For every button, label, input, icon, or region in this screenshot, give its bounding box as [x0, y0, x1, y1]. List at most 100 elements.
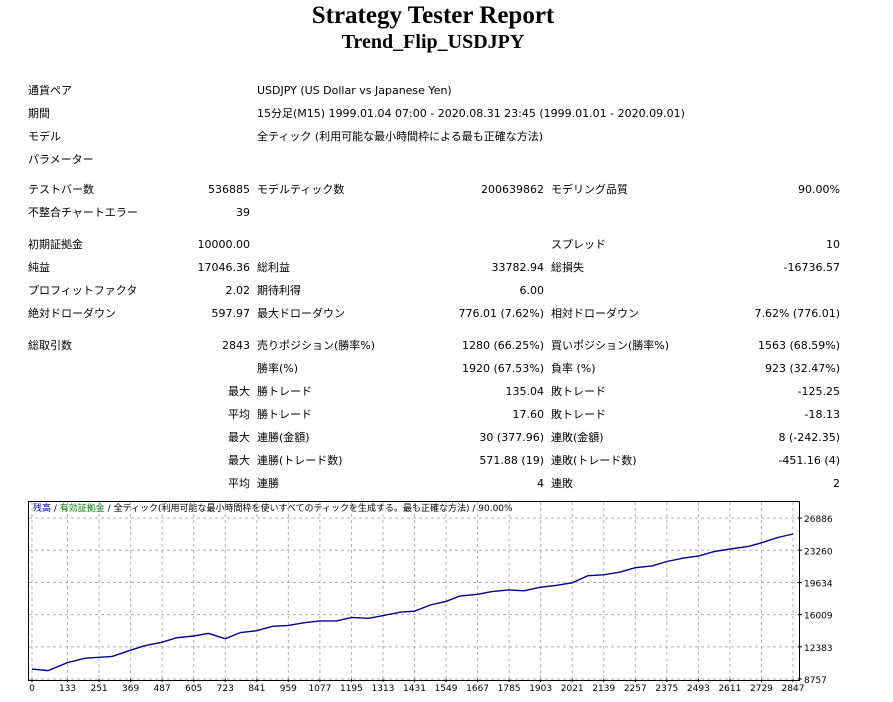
gross-loss-value: -16736.57 [783, 261, 840, 274]
x-tick-label: 1549 [435, 684, 458, 694]
profit-factor-label: プロフィットファクタ [28, 284, 138, 297]
total-trades-value: 2843 [222, 339, 250, 352]
bars-label: テストバー数 [28, 183, 94, 196]
short-positions-value: 1280 (66.25%) [461, 339, 544, 352]
x-tick-label: 2847 [782, 684, 805, 694]
y-tick-label: 19634 [804, 579, 833, 589]
quality-label: モデリング品質 [551, 183, 628, 196]
chart-legend: 残高 / 有効証拠金 / 全ティック(利用可能な最小時間枠を使いすべてのティック… [33, 503, 513, 515]
errors-value: 39 [236, 206, 250, 219]
detail-label: 敗トレード [551, 408, 606, 421]
rel-drawdown-value: 7.62% (776.01) [754, 307, 840, 320]
x-tick-label: 2493 [687, 684, 710, 694]
legend-separator: / [51, 504, 60, 514]
x-tick-label: 2375 [655, 684, 678, 694]
report-subtitle: Trend_Flip_USDJPY [341, 31, 525, 53]
errors-label: 不整合チャートエラー [28, 206, 138, 219]
loss-rate-label: 負率 (%) [551, 362, 596, 375]
spread-label: スプレッド [551, 238, 606, 251]
detail-prefix: 平均 [228, 477, 250, 490]
detail-label: 連敗 [551, 477, 573, 490]
x-tick-label: 2257 [624, 684, 647, 694]
detail-label: 連勝(金額) [257, 431, 310, 444]
legend-separator: / [104, 504, 114, 514]
win-rate-value: 1920 (67.53%) [461, 362, 544, 375]
detail-label: 連勝 [257, 477, 279, 490]
abs-drawdown-label: 絶対ドローダウン [28, 307, 116, 320]
detail-value: 4 [537, 477, 544, 490]
detail-prefix: 平均 [228, 408, 250, 421]
gross-loss-label: 総損失 [551, 261, 584, 274]
detail-value: 17.60 [512, 408, 545, 421]
model-label: モデル [28, 130, 61, 143]
detail-value: -125.25 [797, 385, 840, 398]
y-tick-label: 23260 [804, 547, 833, 557]
x-tick-label: 1667 [466, 684, 489, 694]
currency-pair-label: 通貨ペア [28, 84, 72, 97]
report-title: Strategy Tester Report [311, 2, 555, 29]
x-tick-label: 2729 [750, 684, 773, 694]
parameters-label: パラメーター [28, 153, 94, 166]
detail-prefix: 最大 [228, 454, 250, 467]
win-rate-label: 勝率(%) [257, 362, 299, 375]
detail-value: 2 [833, 477, 840, 490]
short-positions-label: 売りポジション(勝率%) [257, 339, 376, 352]
long-positions-value: 1563 (68.59%) [757, 339, 840, 352]
x-tick-label: 723 [217, 684, 234, 694]
detail-value: 571.88 (19) [479, 454, 544, 467]
x-tick-label: 1903 [529, 684, 552, 694]
long-positions-label: 買いポジション(勝率%) [551, 339, 670, 352]
x-tick-label: 1077 [308, 684, 331, 694]
x-tick-label: 1313 [372, 684, 395, 694]
spread-value: 10 [826, 238, 840, 251]
legend-balance: 残高 [33, 504, 52, 514]
y-tick-label: 16009 [804, 612, 833, 622]
profit-factor-value: 2.02 [225, 284, 251, 297]
x-tick-label: 959 [280, 684, 297, 694]
x-tick-label: 487 [154, 684, 171, 694]
balance-line [31, 533, 794, 672]
period-value: 15分足(M15) 1999.01.04 07:00 - 2020.08.31 … [257, 107, 685, 120]
expected-payoff-value: 6.00 [519, 284, 545, 297]
x-tick-label: 369 [122, 684, 139, 694]
x-tick-label: 251 [90, 684, 107, 694]
detail-value: -18.13 [804, 408, 840, 421]
detail-value: 8 (-242.35) [778, 431, 840, 444]
detail-label: 敗トレード [551, 385, 606, 398]
x-tick-label: 1195 [340, 684, 363, 694]
ticks-label: モデルティック数 [257, 183, 345, 196]
detail-prefix: 最大 [228, 385, 250, 398]
x-tick-label: 0 [29, 684, 35, 694]
detail-label: 勝トレード [257, 385, 312, 398]
x-tick-label: 1431 [403, 684, 426, 694]
deposit-value: 10000.00 [197, 238, 251, 251]
abs-drawdown-value: 597.97 [211, 307, 251, 320]
deposit-label: 初期証拠金 [28, 238, 83, 251]
detail-value: 30 (377.96) [479, 431, 544, 444]
y-tick-label: 26886 [804, 515, 833, 525]
max-drawdown-label: 最大ドローダウン [257, 307, 345, 320]
detail-value: 135.04 [505, 385, 545, 398]
x-tick-label: 2139 [592, 684, 615, 694]
net-profit-label: 純益 [28, 261, 50, 274]
x-tick-label: 841 [248, 684, 265, 694]
x-tick-label: 2611 [718, 684, 741, 694]
bars-value: 536885 [208, 183, 250, 196]
x-tick-label: 133 [59, 684, 76, 694]
balance-chart: 残高 / 有効証拠金 / 全ティック(利用可能な最小時間枠を使いすべてのティック… [28, 501, 800, 681]
quality-value: 90.00% [798, 183, 840, 196]
detail-label: 連勝(トレード数) [257, 454, 343, 467]
net-profit-value: 17046.36 [197, 261, 251, 274]
gross-profit-label: 総利益 [257, 261, 290, 274]
y-tick-label: 12383 [804, 644, 833, 654]
legend-description: 全ティック(利用可能な最小時間枠を使いすべてのティックを生成する。最も正確な方法… [113, 504, 513, 514]
max-drawdown-value: 776.01 (7.62%) [458, 307, 544, 320]
legend-equity: 有効証拠金 [59, 504, 105, 514]
period-label: 期間 [28, 107, 50, 120]
expected-payoff-label: 期待利得 [257, 284, 301, 297]
gross-profit-value: 33782.94 [491, 261, 545, 274]
y-tick-label: 8757 [804, 676, 827, 686]
detail-prefix: 最大 [228, 431, 250, 444]
total-trades-label: 総取引数 [28, 339, 72, 352]
